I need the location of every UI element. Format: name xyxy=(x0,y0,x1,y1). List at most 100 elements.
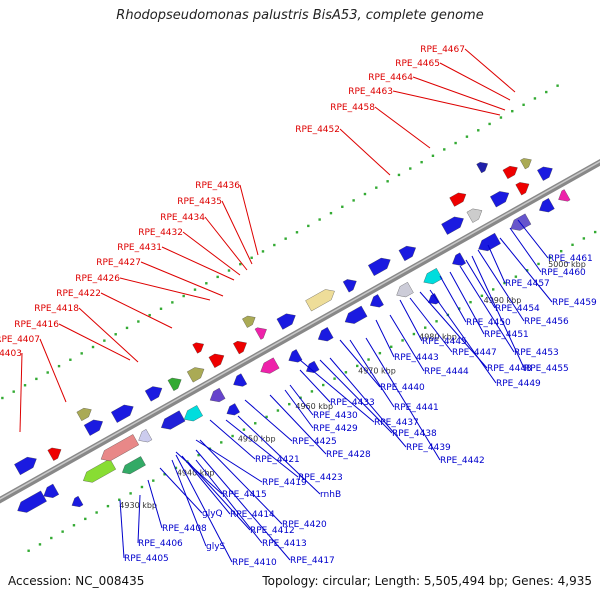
reverse-gene-label: RPE_4420 xyxy=(282,520,327,530)
guide-dot xyxy=(488,122,491,126)
reverse-gene xyxy=(100,434,140,462)
reverse-gene-label: RPE_4417 xyxy=(290,556,335,566)
guide-dot xyxy=(499,116,503,119)
forward-gene xyxy=(368,257,391,276)
forward-gene xyxy=(233,341,247,355)
guide-dot xyxy=(420,160,423,164)
guide-dot xyxy=(38,543,42,546)
accession-label: Accession: NC_008435 xyxy=(8,574,145,588)
callout-line xyxy=(517,219,549,259)
forward-gene-label: RPE_4431 xyxy=(117,243,162,253)
reverse-gene-label: RPE_4460 xyxy=(541,268,586,278)
guide-dot xyxy=(288,402,291,406)
forward-gene-label: RPE_4403 xyxy=(0,349,22,359)
guide-dot xyxy=(378,351,382,355)
callout-line xyxy=(175,454,233,563)
callout-line xyxy=(244,399,293,442)
forward-gene-label: RPE_4464 xyxy=(368,73,413,83)
reverse-gene-label: RPE_4405 xyxy=(124,554,169,564)
forward-gene xyxy=(144,386,163,402)
reverse-gene xyxy=(288,349,303,363)
callout-line xyxy=(339,339,381,388)
forward-gene-label: RPE_4422 xyxy=(56,289,101,299)
callout-line xyxy=(349,339,395,408)
forward-gene xyxy=(242,315,256,328)
guide-dot xyxy=(261,250,265,253)
callout-line xyxy=(319,359,393,434)
callout-line xyxy=(100,292,173,329)
reverse-gene xyxy=(510,213,532,231)
guide-dot xyxy=(159,307,163,310)
guide-dot xyxy=(390,345,393,348)
guide-dot xyxy=(318,218,321,221)
forward-gene-label: RPE_4416 xyxy=(14,320,59,330)
reverse-gene-label: glyQ xyxy=(202,509,223,519)
callout-line xyxy=(182,231,241,276)
forward-gene xyxy=(276,313,296,330)
guide-dot xyxy=(545,90,548,94)
forward-gene-label: RPE_4427 xyxy=(96,258,141,268)
forward-gene xyxy=(76,407,92,421)
guide-dot xyxy=(197,453,200,457)
guide-dot xyxy=(582,237,586,240)
callout-line xyxy=(365,337,441,461)
reverse-gene-label: RPE_4454 xyxy=(495,304,540,314)
guide-dot xyxy=(556,84,559,87)
guide-dot xyxy=(375,186,378,189)
reverse-gene xyxy=(161,410,186,430)
forward-gene xyxy=(490,191,510,208)
guide-dot xyxy=(91,345,95,349)
guide-dot xyxy=(171,301,174,304)
guide-dot xyxy=(514,275,518,278)
guide-dot xyxy=(69,358,72,361)
backbone-highlight xyxy=(0,160,600,500)
reverse-gene-label: RPE_4441 xyxy=(394,403,439,413)
genome-stats: Topology: circular; Length: 5,505,494 bp… xyxy=(262,574,592,588)
guide-dot xyxy=(593,230,597,234)
forward-gene-label: RPE_4407 xyxy=(0,335,40,345)
callout-line xyxy=(195,459,263,544)
guide-dot xyxy=(525,269,529,272)
guide-dot xyxy=(533,97,537,100)
callout-line xyxy=(299,369,331,403)
callout-line xyxy=(471,255,525,369)
reverse-gene-label: RPE_4459 xyxy=(552,298,597,308)
guide-dot xyxy=(295,231,299,234)
guide-dot xyxy=(231,434,234,438)
reverse-gene-label: RPE_4455 xyxy=(524,364,569,374)
reverse-gene xyxy=(233,373,248,387)
guide-dot xyxy=(140,485,144,489)
tick-label: 5000 kbp xyxy=(548,260,586,269)
reverse-gene-label: RPE_4412 xyxy=(250,526,295,536)
guide-dot xyxy=(465,135,469,138)
guide-dot xyxy=(480,294,484,297)
callout-line xyxy=(509,227,542,273)
tick-label: 4950 kbp xyxy=(238,434,276,443)
guide-dot xyxy=(186,460,189,463)
reverse-gene-label: RPE_4444 xyxy=(424,367,469,377)
guide-dot xyxy=(299,396,302,399)
guide-dot xyxy=(356,364,359,368)
callout-line xyxy=(399,299,423,342)
reverse-gene-label: RPE_4413 xyxy=(262,539,307,549)
reverse-gene-label: RPE_4406 xyxy=(138,539,183,549)
reverse-gene-label: rnhB xyxy=(320,490,341,500)
forward-gene xyxy=(502,166,518,180)
reverse-gene-label: RPE_4450 xyxy=(466,318,511,328)
forward-gene-label: RPE_4452 xyxy=(295,125,340,135)
reverse-gene xyxy=(183,405,203,422)
reverse-gene-label: RPE_4414 xyxy=(230,510,275,520)
callout-line xyxy=(374,106,431,149)
reverse-gene-label: RPE_4448 xyxy=(487,364,532,374)
reverse-gene-label: RPE_4428 xyxy=(326,450,371,460)
guide-dot xyxy=(333,377,336,380)
forward-gene xyxy=(476,162,488,174)
guide-dot xyxy=(401,339,404,342)
guide-dot xyxy=(458,307,461,310)
forward-gene xyxy=(111,404,134,423)
forward-gene xyxy=(398,245,416,262)
callout-line xyxy=(181,455,231,515)
guide-dot xyxy=(250,256,253,259)
guide-dot xyxy=(477,129,480,132)
